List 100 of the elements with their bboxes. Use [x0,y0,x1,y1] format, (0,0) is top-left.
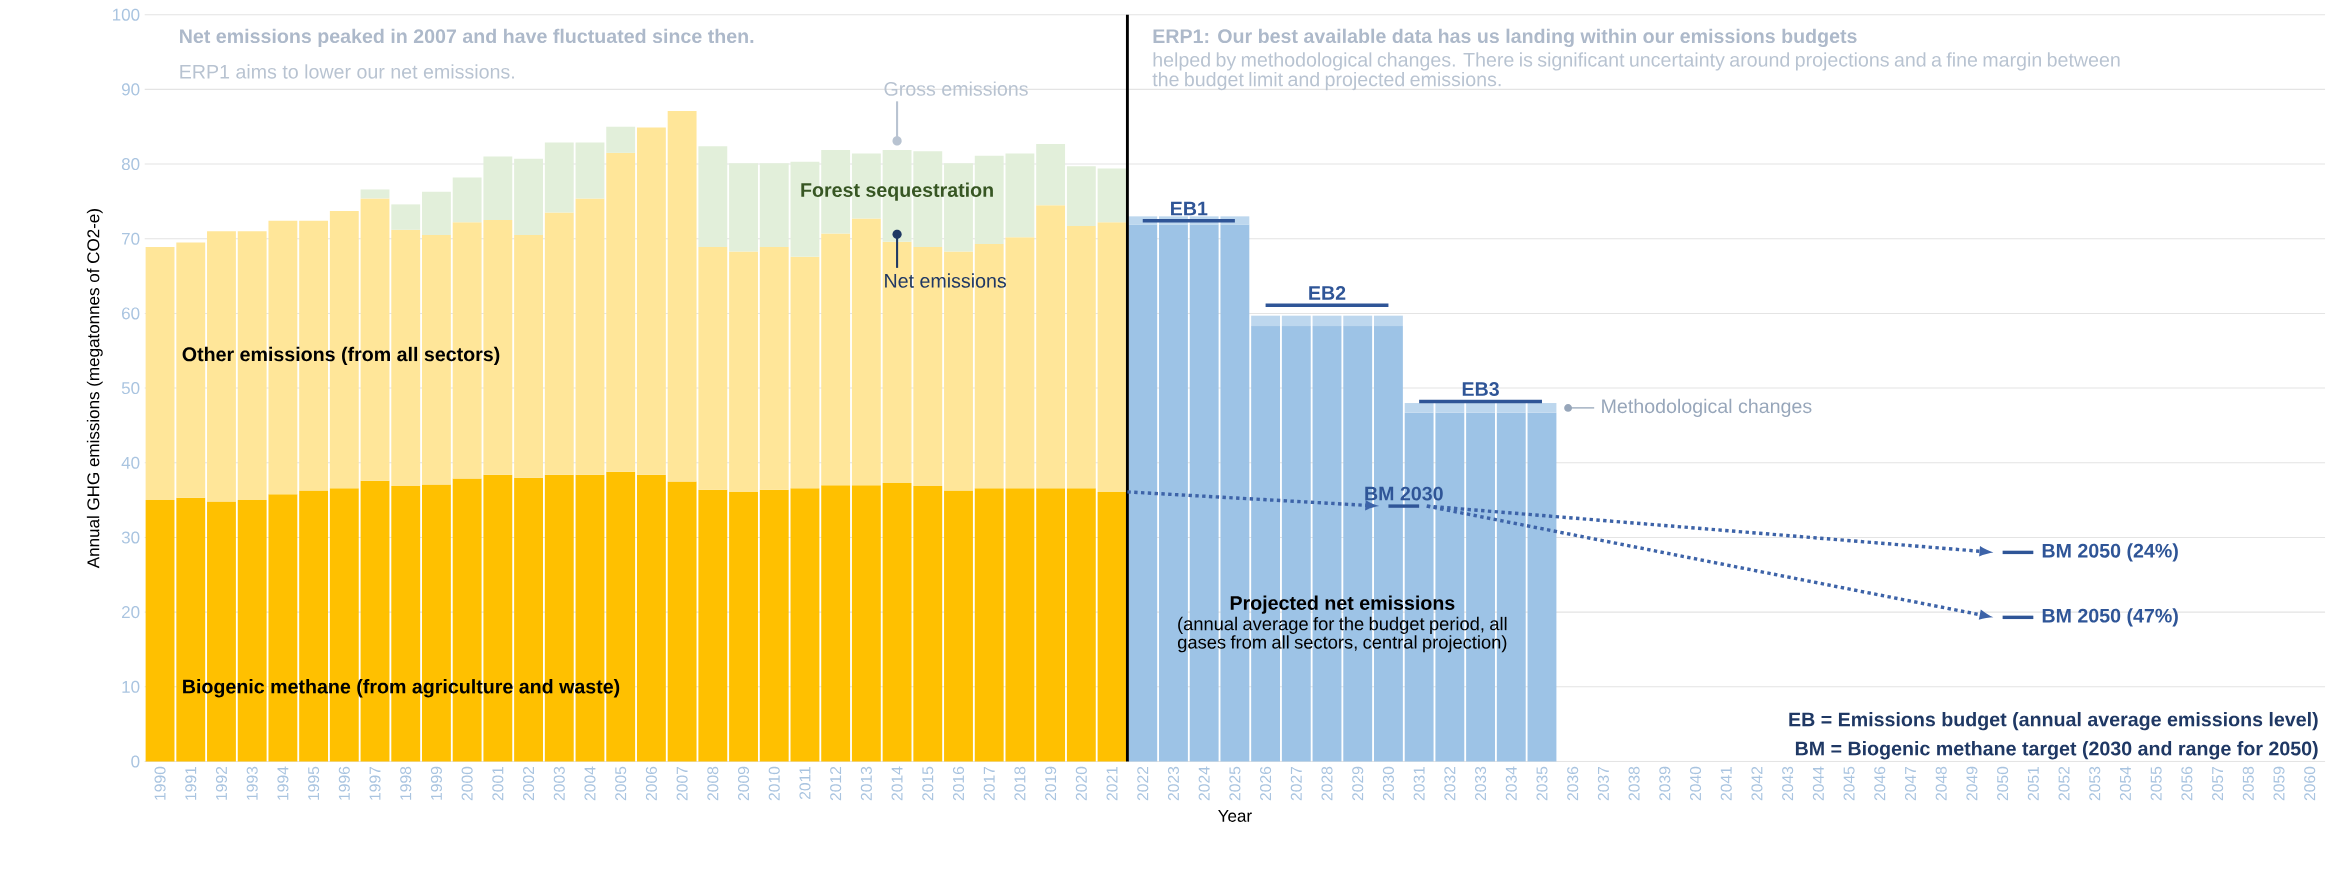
x-tick-label: 2036 [1567,766,1579,801]
bar [145,499,175,762]
x-tick-label: 2057 [2212,766,2224,801]
x-axis-title: Year [1218,809,1252,822]
x-tick-label: 2005 [615,766,627,801]
text: Methodological changes [1602,398,1812,417]
x-tick-label: 2046 [1874,766,1886,801]
x-tick-label: 2003 [553,766,565,801]
x-tick-label: 2048 [1935,766,1947,801]
x-tick-label: 2020 [1075,766,1087,801]
annotation: Net emissions [885,273,1007,288]
y-tick-label: 0 [131,755,140,768]
x-tick-label: 2054 [2119,766,2131,801]
annotation: (annual average for the budget period, all gases from all sectors, central projection) [1177,616,1507,653]
x-tick-label: 1992 [215,766,228,800]
x-tick-label: 2042 [1751,766,1763,801]
x-tick-label: 2011 [799,766,811,799]
y-tick-label: 70 [122,232,140,245]
x-tick-label: 1991 [185,766,197,800]
series-label: EB2 [1309,285,1346,300]
x-tick-label: 2027 [1290,766,1302,801]
x-tick-label: 2040 [1689,766,1702,801]
bar [1496,402,1526,413]
x-tick-label: 2041 [1720,766,1732,801]
x-tick-label: 2038 [1628,766,1640,801]
x-tick-label: 2059 [2273,766,2285,801]
y-tick-label: 40 [121,456,140,469]
x-tick-label: 2058 [2242,766,2254,801]
x-tick-label: 1997 [369,766,381,800]
bar [391,229,421,486]
y-tick-label: 100 [112,8,140,21]
x-tick-label: 1995 [308,766,320,800]
bar [360,189,390,199]
x-tick-label: 1999 [430,766,442,800]
bar [821,484,851,762]
bar [821,233,851,485]
bar [514,158,543,235]
bar [698,145,728,247]
x-tick-label: 2035 [1536,766,1548,801]
y-tick-label: 20 [122,605,140,618]
x-tick-label: 2053 [2089,766,2101,801]
series-label: BM 2050 (47%) [2042,608,2178,627]
y-tick-label: 10 [122,680,140,693]
bar [790,256,820,488]
y-tick-label: 90 [121,83,140,96]
bar [544,142,574,213]
annotation: helped by methodological changes. There is significant uncertainty around projections and a fine margin between the budget limit and projected emissions. [1152,52,2120,90]
bar [759,163,789,247]
bar [759,489,789,762]
bar [1527,412,1557,762]
x-tick-label: 2032 [1444,766,1456,801]
y-tick-label: 50 [121,381,140,394]
x-tick-label: 2024 [1198,766,1210,801]
x-tick-label: 2013 [860,766,872,801]
bar [1128,224,1158,762]
bar [729,491,758,762]
x-tick-label: 1990 [154,766,166,800]
x-tick-label: 2015 [922,766,934,801]
bar [790,487,820,762]
annotation: EB = Emissions budget (annual average emissions level) [1789,711,2318,731]
x-tick-label: 2016 [952,766,965,801]
x-tick-label: 2033 [1475,766,1487,801]
x-tick-label: 2017 [983,766,995,801]
x-tick-label: 2056 [2181,766,2193,801]
bar [422,191,451,235]
bar [544,212,574,475]
bar [1066,225,1096,488]
bar [1066,166,1096,226]
annotation: Net emissions peaked in 2007 and have fluctuated since then. [180,28,754,47]
x-tick-label: 2045 [1843,766,1855,801]
x-tick-label: 2000 [461,766,473,801]
bar [1527,402,1557,413]
y-tick-label: 60 [122,307,140,320]
bar [636,474,666,762]
x-tick-label: 2043 [1782,766,1794,801]
y-tick-label: 30 [121,531,140,544]
bar [1097,491,1127,762]
x-tick-label: 2007 [676,766,688,801]
x-tick-label: 2060 [2304,766,2316,801]
x-tick-label: 2025 [1229,766,1241,801]
x-tick-label: 2008 [707,766,719,801]
bar [851,484,881,762]
bar [1097,168,1127,223]
bar [606,152,636,472]
bar [1066,487,1096,762]
series-label: Other emissions (from all sectors) [182,346,500,365]
annotation: Gross emissions [884,81,1028,96]
bar [851,218,881,485]
bar [1343,315,1373,326]
x-tick-label: 2037 [1597,766,1609,801]
annotation: ERP1 aims to lower our net emissions. [180,64,514,79]
x-tick-label: 2051 [2027,766,2039,801]
annotation: ERP1: Our best available data has us landing within our emissions budgets [1153,28,1857,47]
x-tick-label: 2004 [584,766,596,801]
x-tick-label: 2006 [645,766,657,801]
bar [1036,143,1066,205]
y-axis-title: Annual GHG emissions (megatonnes of CO2-e) [86,208,103,568]
x-tick-label: 2039 [1659,766,1671,801]
x-tick-label: 2034 [1505,766,1517,801]
bar [391,204,421,230]
